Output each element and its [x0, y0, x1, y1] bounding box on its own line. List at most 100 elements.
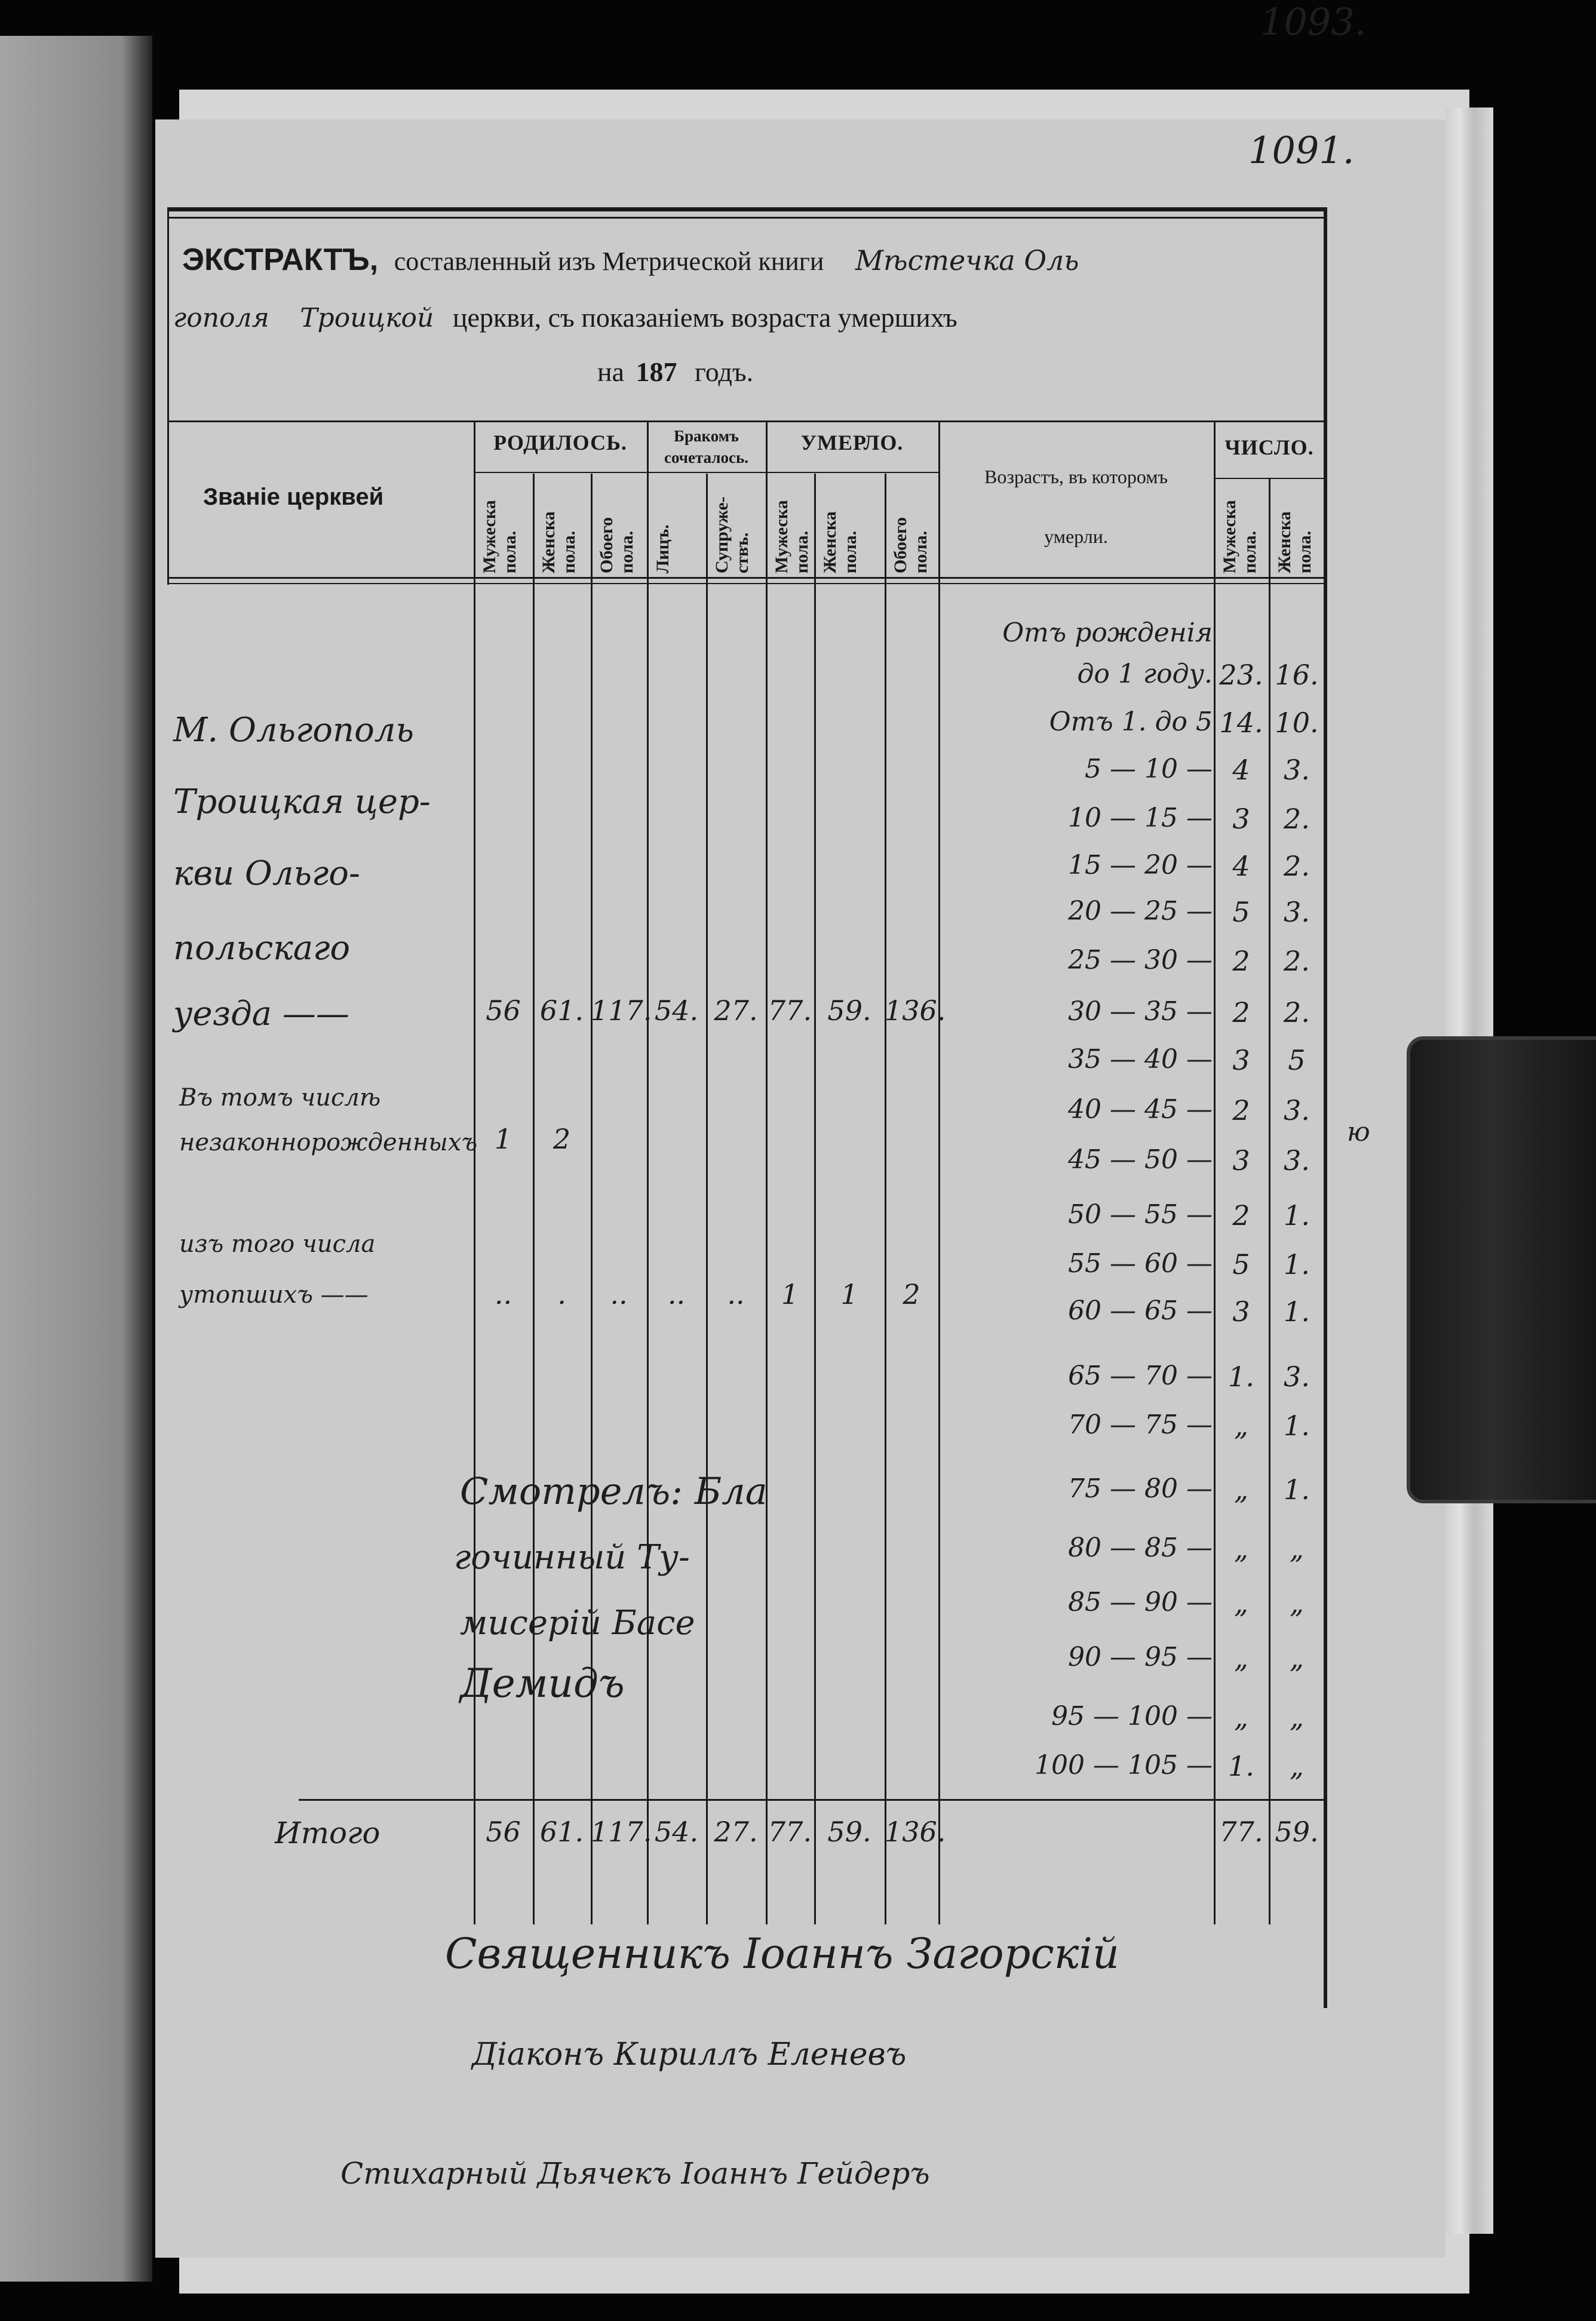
title-printed-1: составленный изъ Метрической книги — [394, 247, 824, 276]
main-row-value: 56 — [486, 994, 521, 1027]
totals-value: 77. — [768, 1816, 812, 1848]
column-rule — [766, 422, 768, 1924]
totals-value: 56 — [486, 1816, 521, 1848]
signature-priest: Священникъ Іоаннъ Загорскій — [445, 1929, 1119, 1978]
totals-count-male: 77. — [1219, 1816, 1263, 1848]
age-range: 100 — 105 — — [1035, 1750, 1213, 1780]
church-name-line: уезда —— — [173, 994, 349, 1033]
top-rule — [167, 207, 1326, 211]
totals-label: Итого — [275, 1816, 380, 1850]
age-range: 20 — 25 — — [1068, 896, 1213, 926]
age-count-male: 2 — [1232, 1094, 1250, 1126]
died-group-rule — [766, 472, 938, 473]
page-number-1091: 1091. — [1248, 128, 1355, 172]
age-range: 85 — 90 — — [1068, 1587, 1213, 1617]
age-range: 55 — 60 — — [1068, 1248, 1213, 1279]
header-count: ЧИСЛО. — [1224, 435, 1314, 459]
column-rule — [885, 474, 886, 1924]
age-range: 50 — 55 — — [1068, 1199, 1213, 1230]
age-count-female: 10. — [1275, 707, 1319, 739]
margin-mark: ю — [1347, 1117, 1370, 1147]
age-range: 25 — 30 — — [1068, 945, 1213, 975]
age-count-male: 2 — [1232, 996, 1250, 1029]
age-count-female: 3. — [1284, 1361, 1310, 1393]
year-value: 187 — [636, 357, 677, 387]
year-suffix: годъ. — [695, 357, 754, 387]
column-header: Мужеска пола. — [772, 500, 812, 573]
church-name-line: польскаго — [173, 929, 351, 968]
age-count-female: 3. — [1284, 1144, 1310, 1177]
age-count-female: 1. — [1284, 1410, 1310, 1442]
age-count-male: 14. — [1219, 707, 1263, 739]
age-count-male: 3 — [1232, 1044, 1250, 1076]
totals-count-female: 59. — [1275, 1816, 1319, 1848]
main-row-value: 136. — [885, 994, 946, 1027]
frame-left — [167, 207, 169, 585]
column-rule — [706, 474, 708, 1924]
title-printed-2: церкви, съ показаніемъ возраста умершихъ — [452, 302, 957, 333]
inspection-line-4: Демидъ — [460, 1660, 625, 1706]
age-range: 30 — 35 — — [1068, 996, 1213, 1027]
header-married: Бракомъ сочеталось. — [664, 427, 748, 466]
church-name-line: кви Ольго- — [173, 854, 360, 893]
age-count-female: „ — [1290, 1750, 1304, 1782]
age-count-female: „ — [1290, 1701, 1304, 1733]
age-count-male: 4 — [1232, 850, 1250, 882]
age-count-male: 3 — [1232, 1144, 1250, 1177]
illegitimate-value: 1 — [494, 1123, 512, 1155]
main-row-value: 54. — [654, 994, 699, 1027]
age-count-male: 3 — [1232, 803, 1250, 835]
illegitimate-value: 2 — [553, 1123, 571, 1155]
document-page — [155, 119, 1445, 2258]
age-count-male: „ — [1234, 1410, 1248, 1442]
age-range: 60 — 65 — — [1068, 1295, 1213, 1326]
column-rule — [647, 422, 649, 1924]
note-label: утопшихъ —— — [179, 1281, 369, 1309]
age-range: 65 — 70 — — [1068, 1361, 1213, 1391]
age-range: 70 — 75 — — [1068, 1410, 1213, 1440]
age-range: 80 — 85 — — [1068, 1533, 1213, 1563]
signature-deacon: Діаконъ Кириллъ Еленевъ — [472, 2037, 907, 2073]
totals-value: 136. — [885, 1816, 946, 1848]
church-name-line: М. Ольгополь — [173, 711, 414, 750]
column-header: Мужеска пола. — [1220, 500, 1260, 573]
age-count-male: „ — [1234, 1701, 1248, 1733]
age-count-female: 3. — [1284, 1094, 1310, 1126]
column-header: Обоего пола. — [597, 517, 637, 573]
main-row-value: 77. — [768, 994, 812, 1027]
column-rule — [591, 474, 593, 1924]
drowned-value: 2 — [903, 1278, 920, 1310]
inspection-line-3: мисерій Басе — [460, 1604, 695, 1642]
signature-sexton: Стихарный Дьячекъ Іоаннъ Гейдеръ — [340, 2156, 930, 2191]
drowned-value: .. — [667, 1278, 686, 1310]
note-label: Въ томъ числѣ — [179, 1084, 381, 1112]
married-group-rule — [647, 472, 766, 473]
drowned-value: 1 — [840, 1278, 858, 1310]
age-count-female: 1. — [1284, 1248, 1310, 1281]
header-top-rule — [167, 420, 1326, 422]
age-range: 15 — 20 — — [1068, 850, 1213, 880]
drowned-value: 1 — [781, 1278, 799, 1310]
year-prefix: на — [597, 357, 625, 387]
left-page-edge — [0, 36, 152, 2282]
column-header: Обоего пола. — [891, 517, 931, 573]
age-count-male: 23. — [1219, 659, 1263, 691]
age-range: 5 — 10 — — [1085, 754, 1213, 784]
age-count-female: 1. — [1284, 1199, 1310, 1232]
note-label: изъ того числа — [179, 1230, 376, 1258]
age-count-male: 1. — [1228, 1361, 1254, 1393]
title-year-line: на 187 годъ. — [597, 356, 753, 388]
age-count-male: 5 — [1232, 1248, 1250, 1281]
main-row-value: 27. — [714, 994, 758, 1027]
age-count-male: 5 — [1232, 896, 1250, 928]
age-range: Отъ рожденія — [1002, 618, 1213, 648]
age-range: 40 — 45 — — [1068, 1094, 1213, 1125]
column-header: Женска пола. — [539, 511, 579, 573]
age-count-male: „ — [1234, 1473, 1248, 1506]
totals-value: 59. — [827, 1816, 871, 1848]
age-count-female: 16. — [1275, 659, 1319, 691]
note-label: незаконнорожденныхъ — [179, 1129, 478, 1156]
age-count-male: 3 — [1232, 1295, 1250, 1328]
age-count-female: 1. — [1284, 1473, 1310, 1506]
title-line-1: ЭКСТРАКТЪ, составленный изъ Метрической … — [182, 242, 1079, 278]
